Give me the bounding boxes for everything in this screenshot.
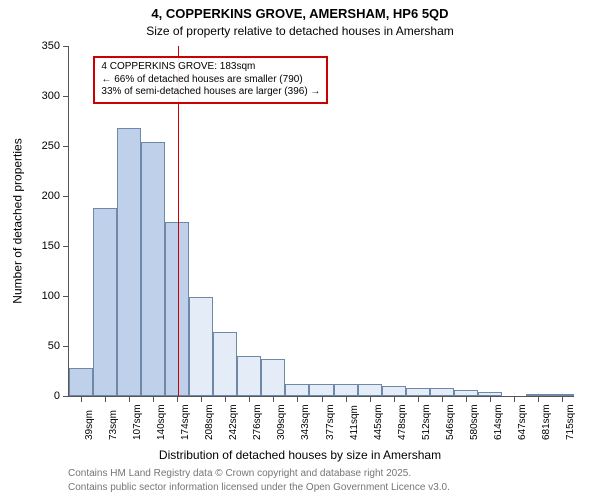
x-tick [249,396,250,402]
x-tick [418,396,419,402]
x-tick-label: 512sqm [421,404,432,440]
x-tick [225,396,226,402]
annotation-box: 4 COPPERKINS GROVE: 183sqm ← 66% of deta… [93,56,328,104]
x-tick-label: 478sqm [397,404,408,440]
x-tick-label: 647sqm [517,404,528,440]
histogram-bar [189,297,213,396]
chart-title-main: 4, COPPERKINS GROVE, AMERSHAM, HP6 5QD [0,6,600,21]
x-tick [153,396,154,402]
x-tick-label: 580sqm [469,404,480,440]
y-tick-label: 100 [20,290,60,302]
histogram-bar [69,368,93,396]
x-tick [129,396,130,402]
y-tick [63,396,69,397]
x-tick-label: 174sqm [180,404,191,440]
x-tick [466,396,467,402]
y-axis-label-text: Number of detached properties [11,138,25,303]
x-tick-label: 276sqm [252,404,263,440]
x-tick-label: 546sqm [445,404,456,440]
x-tick [490,396,491,402]
histogram-bar [213,332,237,396]
histogram-bar [358,384,382,396]
annotation-line2: ← 66% of detached houses are smaller (79… [101,74,320,87]
x-tick [394,396,395,402]
x-tick-label: 377sqm [325,404,336,440]
x-tick [201,396,202,402]
x-tick [177,396,178,402]
y-tick-label: 150 [20,240,60,252]
histogram-bar [141,142,165,396]
x-tick [346,396,347,402]
annotation-line3: 33% of semi-detached houses are larger (… [101,86,320,99]
x-tick [370,396,371,402]
y-tick [63,296,69,297]
x-tick-label: 208sqm [204,404,215,440]
y-tick [63,96,69,97]
y-tick-label: 200 [20,190,60,202]
y-tick [63,46,69,47]
x-tick-label: 107sqm [132,404,143,440]
y-tick [63,246,69,247]
y-tick-label: 50 [20,340,60,352]
histogram-bar [117,128,141,396]
x-tick [562,396,563,402]
x-tick-label: 39sqm [84,410,95,440]
x-tick-label: 309sqm [276,404,287,440]
histogram-bar [261,359,285,396]
histogram-bar [93,208,117,396]
histogram-bar [406,388,430,396]
histogram-bar [334,384,358,396]
y-tick-label: 250 [20,140,60,152]
histogram-bar [237,356,261,396]
chart-title-sub: Size of property relative to detached ho… [0,24,600,38]
y-tick-label: 0 [20,390,60,402]
x-tick [514,396,515,402]
y-tick [63,146,69,147]
y-tick [63,346,69,347]
x-tick-label: 681sqm [541,404,552,440]
x-tick-label: 140sqm [156,404,167,440]
histogram-bar [285,384,309,396]
x-tick-label: 343sqm [300,404,311,440]
annotation-line1: 4 COPPERKINS GROVE: 183sqm [101,61,320,74]
chart-canvas: 4, COPPERKINS GROVE, AMERSHAM, HP6 5QD S… [0,0,600,500]
histogram-bar [382,386,406,396]
x-tick-label: 242sqm [228,404,239,440]
x-tick [442,396,443,402]
x-tick [105,396,106,402]
footer-line2: Contains public sector information licen… [68,482,450,493]
x-tick-label: 411sqm [349,405,360,440]
plot-area: 4 COPPERKINS GROVE: 183sqm ← 66% of deta… [68,46,574,397]
y-tick-label: 300 [20,90,60,102]
footer-line1: Contains HM Land Registry data © Crown c… [68,468,411,479]
x-tick [297,396,298,402]
x-tick-label: 614sqm [493,404,504,440]
histogram-bar [309,384,333,396]
x-tick [273,396,274,402]
histogram-bar [430,388,454,396]
histogram-bar [165,222,189,396]
y-tick-label: 350 [20,40,60,52]
x-tick [322,396,323,402]
x-axis-label: Distribution of detached houses by size … [0,448,600,462]
y-tick [63,196,69,197]
x-tick-label: 445sqm [373,404,384,440]
x-tick-label: 715sqm [565,404,576,440]
x-tick [81,396,82,402]
x-tick [538,396,539,402]
x-tick-label: 73sqm [108,410,119,440]
